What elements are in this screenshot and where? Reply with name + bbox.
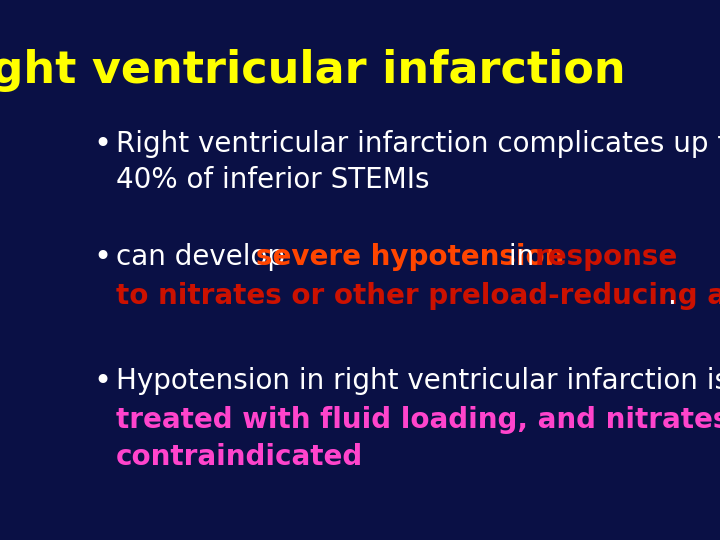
Text: .: . [667, 282, 677, 310]
Text: •: • [94, 130, 112, 159]
Text: in: in [500, 243, 544, 271]
Text: Hypotension in right ventricular infarction is: Hypotension in right ventricular infarct… [116, 367, 720, 395]
Text: •: • [94, 367, 112, 396]
Text: to nitrates or other preload-reducing agents: to nitrates or other preload-reducing ag… [116, 282, 720, 310]
Text: severe hypotension: severe hypotension [256, 243, 564, 271]
Text: Right ventricular infarction: Right ventricular infarction [0, 49, 625, 92]
Text: can develop: can develop [116, 243, 294, 271]
Text: treated with fluid loading, and nitrates are
contraindicated: treated with fluid loading, and nitrates… [116, 406, 720, 471]
Text: •: • [94, 243, 112, 272]
Text: response: response [534, 243, 678, 271]
Text: Right ventricular infarction complicates up to
40% of inferior STEMIs: Right ventricular infarction complicates… [116, 130, 720, 194]
